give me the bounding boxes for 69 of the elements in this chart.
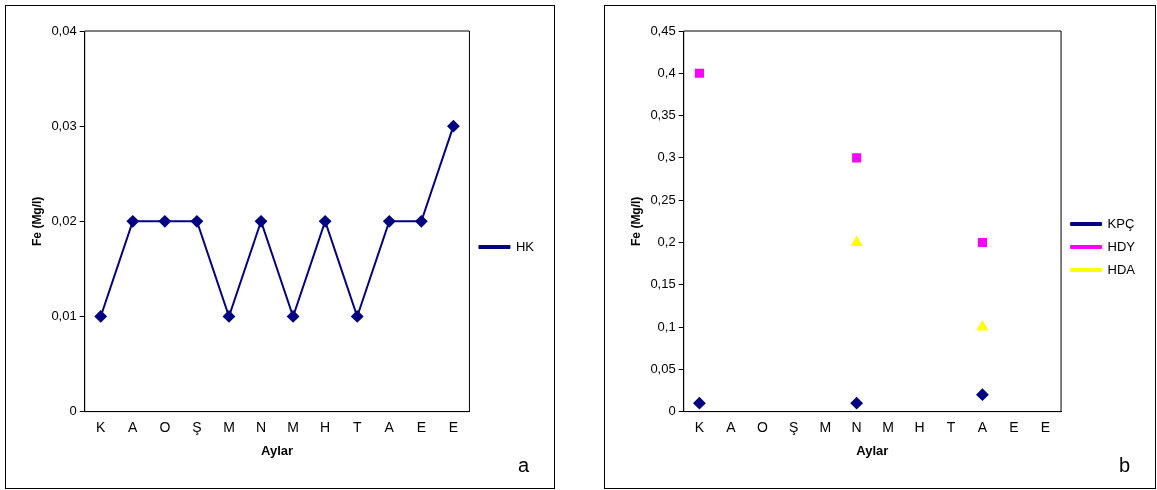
y-tick-label: 0,02: [51, 212, 77, 228]
x-tick-label: H: [914, 418, 925, 435]
x-tick-label: E: [1009, 418, 1019, 435]
x-axis-title: Aylar: [261, 442, 294, 458]
point: [693, 397, 706, 410]
y-axis-title: Fe (Mg/l): [628, 196, 643, 246]
point: [415, 215, 428, 228]
x-tick-label: M: [882, 418, 894, 435]
y-axis-title: Fe (Mg/l): [29, 196, 44, 246]
x-tick-label: T: [352, 418, 362, 435]
x-tick-label: O: [756, 418, 768, 435]
x-tick-label: A: [977, 418, 988, 435]
x-tick-label: M: [287, 418, 299, 435]
x-tick-label: N: [255, 418, 267, 435]
x-tick-label: H: [320, 418, 331, 435]
x-tick-label: Ş: [192, 418, 202, 435]
point: [852, 153, 862, 163]
x-tick-label: E: [416, 418, 427, 435]
x-tick-label: M: [223, 418, 235, 435]
point: [694, 68, 704, 78]
y-tick-label: 0: [668, 403, 676, 419]
point: [255, 215, 268, 228]
y-tick-label: 0,25: [650, 191, 676, 207]
y-tick-label: 0,03: [51, 117, 77, 133]
point: [977, 321, 988, 331]
x-tick-label: A: [384, 418, 395, 435]
y-tick-label: 0,45: [650, 22, 676, 38]
legend-label: HK: [515, 238, 535, 254]
point: [383, 215, 396, 228]
y-tick-label: 0,05: [650, 360, 676, 376]
point: [851, 236, 862, 246]
x-tick-label: A: [726, 418, 737, 435]
y-tick-label: 0,2: [657, 234, 676, 250]
point: [319, 215, 332, 228]
point: [976, 388, 989, 401]
x-tick-label: A: [128, 418, 139, 435]
point: [190, 215, 203, 228]
point: [94, 310, 107, 323]
point: [447, 120, 460, 133]
text: b: [1118, 453, 1130, 476]
x-axis-title: Aylar: [856, 442, 889, 458]
x-tick-label: K: [694, 418, 705, 435]
y-tick-label: 0: [69, 403, 77, 419]
point: [158, 215, 171, 228]
y-tick-label: 0,35: [650, 107, 676, 123]
x-tick-label: Ş: [789, 418, 799, 435]
y-tick-label: 0,01: [51, 308, 77, 324]
point: [351, 310, 364, 323]
y-tick-label: 0,4: [657, 64, 676, 80]
y-tick-label: 0,3: [657, 149, 676, 165]
x-tick-label: M: [819, 418, 832, 435]
y-tick-label: 0,1: [657, 318, 676, 334]
text: a: [517, 453, 530, 476]
x-tick-label: K: [96, 418, 107, 435]
point: [850, 397, 863, 410]
legend-label: HDA: [1107, 261, 1136, 277]
legend-label: KPÇ: [1107, 215, 1135, 231]
point: [287, 310, 300, 323]
point: [222, 310, 235, 323]
legend-label: HDY: [1107, 238, 1136, 254]
y-tick-label: 0,15: [650, 276, 676, 292]
x-tick-label: E: [448, 418, 459, 435]
point: [126, 215, 139, 228]
x-tick-label: T: [946, 418, 956, 435]
x-tick-label: N: [851, 418, 862, 435]
x-tick-label: E: [1040, 418, 1050, 435]
point: [977, 237, 987, 247]
x-tick-label: O: [159, 418, 171, 435]
y-tick-label: 0,04: [51, 22, 77, 38]
